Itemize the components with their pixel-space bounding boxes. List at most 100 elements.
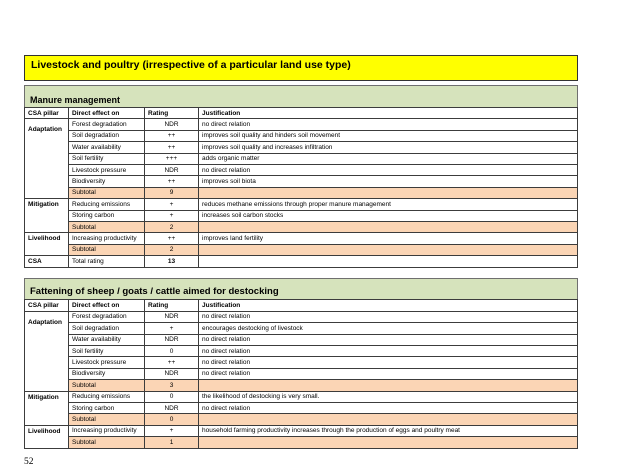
rating-cell: 1 bbox=[144, 436, 199, 449]
table-row: Biodiversity NDR no direct relation bbox=[25, 367, 578, 381]
direct-effect-cell: Subtotal bbox=[68, 243, 145, 257]
table-row: Soil fertility +++ adds organic matter bbox=[25, 152, 578, 165]
rating-cell: NDR bbox=[144, 118, 199, 131]
rating-cell: 3 bbox=[144, 379, 199, 392]
rating-cell: 0 bbox=[144, 345, 199, 358]
table-row: Storing carbon NDR no direct relation bbox=[25, 401, 578, 415]
justification-cell: improves soil quality and increases infi… bbox=[198, 141, 578, 154]
rating-cell: + bbox=[144, 198, 199, 211]
justification-cell: no direct relation bbox=[198, 118, 578, 131]
fattening-destocking-table: CSA pillar Direct effect on Rating Justi… bbox=[24, 299, 578, 449]
rating-cell: NDR bbox=[144, 401, 199, 415]
rating-cell: + bbox=[144, 209, 199, 222]
table-row: Soil fertility 0 no direct relation bbox=[25, 345, 578, 358]
document-page: Livestock and poultry (irrespective of a… bbox=[24, 55, 578, 467]
direct-effect-cell: Subtotal bbox=[68, 379, 145, 392]
direct-effect-cell: Subtotal bbox=[68, 186, 145, 200]
table-row: Livestock pressure ++ no direct relation bbox=[25, 356, 578, 369]
section-title-livestock: Livestock and poultry (irrespective of a… bbox=[24, 55, 578, 81]
csa-pillar-cell: Livelihood bbox=[24, 424, 69, 449]
direct-effect-cell: Forest degradation bbox=[68, 310, 145, 324]
justification-cell: adds organic matter bbox=[198, 152, 578, 165]
subtotal-row: Subtotal 3 bbox=[25, 379, 578, 392]
table-row: Soil degradation + encourages destocking o… bbox=[25, 322, 578, 335]
rating-cell: ++ bbox=[144, 141, 199, 154]
direct-effect-cell: Biodiversity bbox=[68, 175, 145, 188]
rating-cell: 2 bbox=[144, 243, 199, 257]
csa-pillar-cell: Livelihood bbox=[24, 232, 69, 257]
justification-cell bbox=[198, 186, 578, 200]
table-header-row: CSA pillar Direct effect on Rating Justi… bbox=[24, 106, 578, 120]
justification-cell bbox=[198, 413, 578, 426]
rating-cell: + bbox=[144, 424, 199, 438]
table-row: Storing carbon + increases soil carbon sto… bbox=[25, 209, 578, 222]
table-row: Adaptation Forest degradation NDR no direct… bbox=[24, 310, 578, 392]
table-row: Mitigation Reducing emissions + reduces met… bbox=[24, 198, 578, 234]
rating-cell: ++ bbox=[144, 232, 199, 245]
rating-cell: 0 bbox=[144, 413, 199, 426]
manure-management-table: CSA pillar Direct effect on Rating Justi… bbox=[24, 106, 578, 269]
rating-cell: ++ bbox=[144, 129, 199, 143]
justification-cell: increases soil carbon stocks bbox=[198, 209, 578, 222]
header-csa-pillar: CSA pillar bbox=[24, 299, 69, 312]
direct-effect-cell: Reducing emissions bbox=[68, 390, 145, 404]
table-row: Water availability NDR no direct relation bbox=[25, 333, 578, 347]
subtotal-row: Subtotal 1 bbox=[25, 436, 578, 449]
header-rating: Rating bbox=[144, 106, 199, 120]
direct-effect-cell: Subtotal bbox=[68, 436, 145, 449]
rating-cell: 9 bbox=[144, 186, 199, 200]
subtotal-row: Subtotal 2 bbox=[25, 220, 578, 234]
justification-cell: improves land fertility bbox=[198, 232, 578, 245]
rating-cell: 13 bbox=[144, 255, 199, 269]
direct-effect-cell: Subtotal bbox=[68, 220, 145, 234]
direct-effect-cell: Storing carbon bbox=[68, 209, 145, 222]
justification-cell: household farming productivity increases… bbox=[198, 424, 578, 438]
justification-cell: no direct relation bbox=[198, 401, 578, 415]
header-justification: Justification bbox=[198, 106, 578, 120]
table-row: Livestock pressure NDR no direct relation bbox=[25, 163, 578, 177]
table-row: Biodiversity ++ improves soil biota bbox=[25, 175, 578, 188]
direct-effect-cell: Livestock pressure bbox=[68, 163, 145, 177]
table-row: Adaptation Forest degradation NDR no direct… bbox=[24, 118, 578, 200]
justification-cell bbox=[198, 379, 578, 392]
table-row: Water availability ++ improves soil qualit… bbox=[25, 141, 578, 154]
justification-cell: no direct relation bbox=[198, 310, 578, 324]
rating-cell: NDR bbox=[144, 310, 199, 324]
section-title-fattening: Fattening of sheep / goats / cattle aime… bbox=[24, 278, 578, 300]
header-direct-effect-on: Direct effect on bbox=[68, 106, 145, 120]
rating-cell: NDR bbox=[144, 333, 199, 347]
subtotal-row: Subtotal 2 bbox=[25, 243, 578, 257]
direct-effect-cell: Forest degradation bbox=[68, 118, 145, 131]
csa-pillar-cell: Adaptation bbox=[24, 310, 69, 392]
justification-cell: no direct relation bbox=[198, 333, 578, 347]
justification-cell: reduces methane emissions through proper… bbox=[198, 198, 578, 211]
justification-cell bbox=[198, 220, 578, 234]
justification-cell: the likelihood of destocking is very sma… bbox=[198, 390, 578, 404]
spacer bbox=[24, 268, 578, 278]
justification-cell: improves soil biota bbox=[198, 175, 578, 188]
direct-effect-cell: Increasing productivity bbox=[68, 232, 145, 245]
rating-cell: NDR bbox=[144, 367, 199, 381]
rating-cell: ++ bbox=[144, 175, 199, 188]
direct-effect-cell: Water availability bbox=[68, 333, 145, 347]
table-header-row: CSA pillar Direct effect on Rating Justi… bbox=[24, 299, 578, 312]
header-direct-effect-on: Direct effect on bbox=[68, 299, 145, 312]
csa-pillar-cell: Mitigation bbox=[24, 198, 69, 234]
total-rating-row: CSA Total rating 13 bbox=[24, 255, 578, 269]
direct-effect-cell: Water availability bbox=[68, 141, 145, 154]
table-row: Livelihood Increasing productivity + househ… bbox=[24, 424, 578, 449]
table-row: Livelihood Increasing productivity ++ impro… bbox=[24, 232, 578, 257]
direct-effect-cell: Reducing emissions bbox=[68, 198, 145, 211]
justification-cell: no direct relation bbox=[198, 356, 578, 369]
rating-cell: 2 bbox=[144, 220, 199, 234]
justification-cell bbox=[198, 255, 578, 269]
table-row: Mitigation Reducing emissions 0 the likelih… bbox=[24, 390, 578, 426]
rating-cell: +++ bbox=[144, 152, 199, 165]
subtotal-row: Subtotal 0 bbox=[25, 413, 578, 426]
direct-effect-cell: Biodiversity bbox=[68, 367, 145, 381]
rating-cell: NDR bbox=[144, 163, 199, 177]
csa-pillar-cell: Adaptation bbox=[24, 118, 69, 200]
csa-pillar-cell: Mitigation bbox=[24, 390, 69, 426]
direct-effect-cell: Soil fertility bbox=[68, 345, 145, 358]
justification-cell: encourages destocking of livestock bbox=[198, 322, 578, 335]
